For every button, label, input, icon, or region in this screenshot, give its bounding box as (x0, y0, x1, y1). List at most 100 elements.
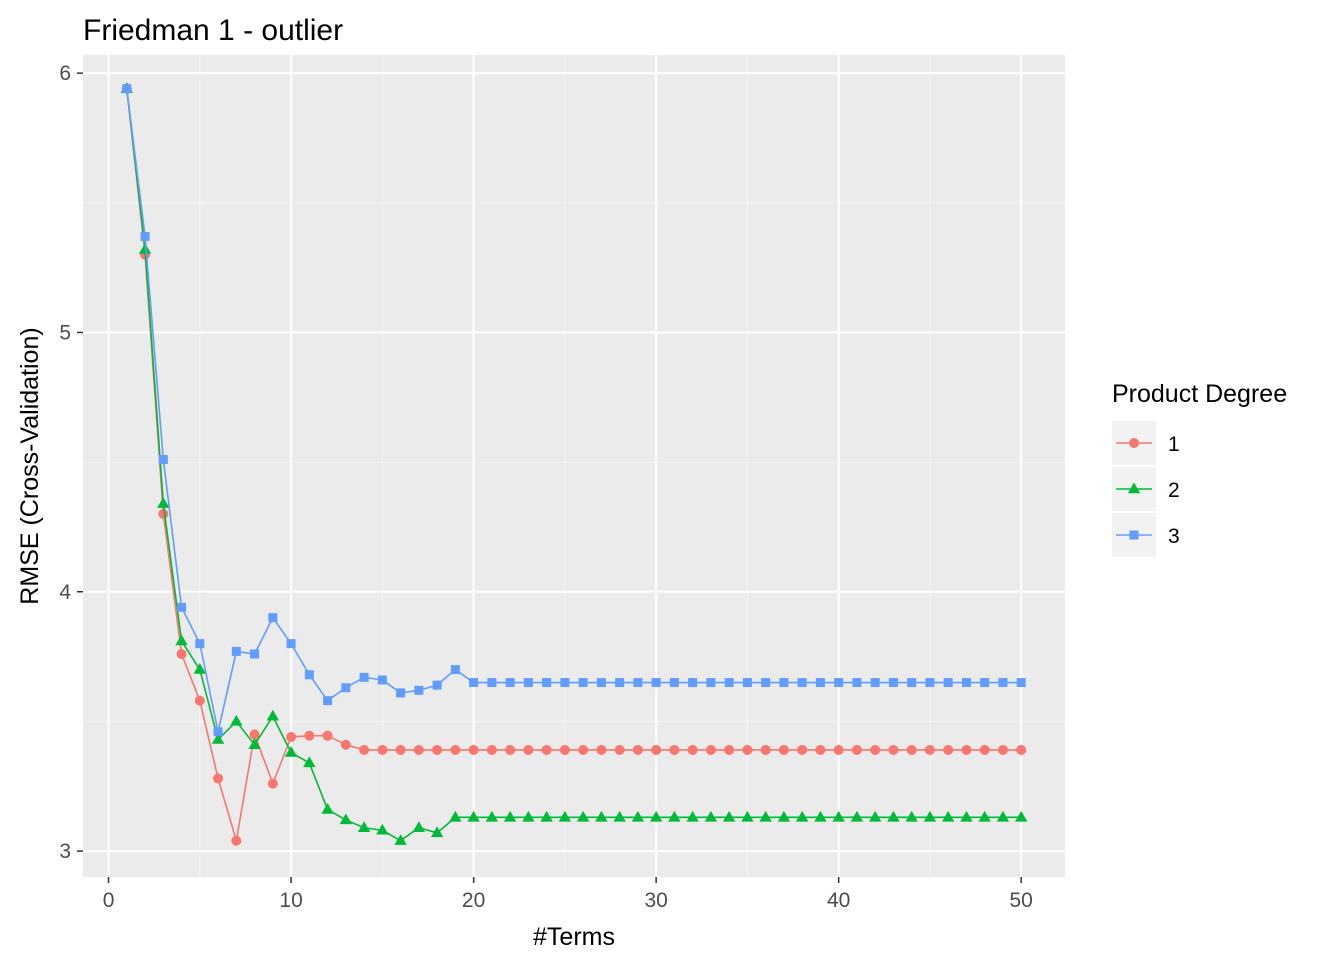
series-3-point (615, 678, 625, 688)
series-3-point (523, 678, 533, 688)
series-3-point (596, 678, 606, 688)
series-3-point (651, 678, 661, 688)
series-3-point (706, 678, 716, 688)
series-1-point (705, 744, 716, 755)
series-3-point (669, 678, 679, 688)
series-1-point (833, 744, 844, 755)
legend-item-1: 1 (1112, 421, 1180, 465)
series-1-point (997, 744, 1008, 755)
series-1-point (760, 744, 771, 755)
series-2-point (339, 813, 353, 825)
series-1-point (614, 744, 625, 755)
series-2-point (138, 242, 152, 254)
series-1-point (486, 744, 497, 755)
series-2-point (686, 810, 699, 822)
series-1-point (249, 729, 260, 740)
series-3-point (998, 678, 1008, 688)
y-tick-label: 4 (59, 581, 71, 604)
series-3-point (250, 649, 260, 659)
series-2-point (722, 810, 736, 822)
series-3-point (870, 678, 880, 688)
series-2-point (960, 810, 973, 822)
series-2-point (923, 810, 937, 822)
series-3-point (359, 672, 369, 682)
series-3-point (907, 678, 917, 688)
series-1-point (943, 744, 954, 755)
series-2-point (832, 810, 845, 822)
legend-key-marker (1129, 438, 1139, 448)
series-3 (122, 84, 1026, 737)
series-1-point (541, 744, 552, 755)
series-3-point (122, 84, 132, 94)
series-2-point (449, 810, 462, 822)
series-2-point (211, 733, 225, 744)
y-axis-tick-labels: 3 4 5 6 (59, 62, 71, 863)
series-2-point (175, 634, 188, 646)
series-1-point (851, 744, 862, 755)
series-2-point (430, 826, 444, 838)
series-2-point (942, 810, 955, 822)
series-3-point (396, 688, 406, 698)
series-3-point (761, 678, 771, 688)
series-3-point (177, 602, 187, 612)
series-2-point (412, 821, 426, 832)
legend-item-2: 2 (1112, 467, 1180, 511)
series-1-point (395, 744, 406, 755)
series-2-point (759, 810, 772, 822)
series-2-point (157, 497, 170, 508)
series-2-point (814, 810, 827, 822)
series-1-point (523, 744, 534, 755)
series-1-point (267, 778, 278, 789)
chart-title: Friedman 1 - outlier (83, 14, 343, 47)
series-3-point (341, 683, 351, 693)
series-2-point (485, 810, 499, 822)
series-1-point (742, 744, 753, 755)
series-3-point (834, 678, 844, 688)
series-2 (120, 82, 1028, 845)
series-3-point (140, 232, 150, 242)
series-2-point (595, 810, 608, 822)
series-1-point (468, 744, 479, 755)
series-1-point (888, 744, 899, 755)
series-2-point (394, 834, 407, 845)
series-2-point (248, 738, 261, 749)
series-1-point (194, 695, 205, 706)
series-1-point (669, 744, 680, 755)
series-3-point (925, 678, 935, 688)
series-3-point (943, 678, 953, 688)
series-1-point (413, 744, 424, 755)
minor-gridlines (83, 55, 1065, 877)
x-tick-label: 40 (827, 889, 850, 912)
y-tick-label: 5 (59, 321, 71, 344)
series-1-point (724, 744, 735, 755)
series-3-point (724, 678, 734, 688)
series-1-point (687, 744, 698, 755)
series-2-point (467, 810, 480, 822)
x-tick-label: 10 (279, 889, 302, 912)
series-1-point (231, 835, 242, 846)
series-2-point (284, 746, 298, 757)
series-2-point (503, 810, 517, 822)
series-3-point (268, 613, 278, 623)
series-2-point (996, 810, 1010, 822)
series-1-point (450, 744, 461, 755)
series-1-point (1016, 744, 1027, 755)
series-1-point (596, 744, 607, 755)
legend-label: 2 (1168, 479, 1180, 502)
series-1-point (632, 744, 643, 755)
y-tick-label: 6 (59, 62, 71, 85)
x-tick-label: 0 (103, 889, 115, 912)
series-1-point (377, 744, 388, 755)
series-3-point (195, 639, 205, 649)
series-layer (120, 82, 1028, 846)
series-2-point (978, 810, 991, 822)
series-2-point (1015, 810, 1028, 822)
series-3-point (633, 678, 643, 688)
series-2-point (649, 810, 663, 822)
series-2-point (613, 810, 626, 822)
series-2-point (303, 756, 316, 768)
legend-key-marker (1127, 482, 1141, 494)
legend-label: 1 (1168, 433, 1180, 456)
series-2-point (321, 803, 334, 814)
y-axis-title: RMSE (Cross-Validation) (16, 327, 44, 604)
